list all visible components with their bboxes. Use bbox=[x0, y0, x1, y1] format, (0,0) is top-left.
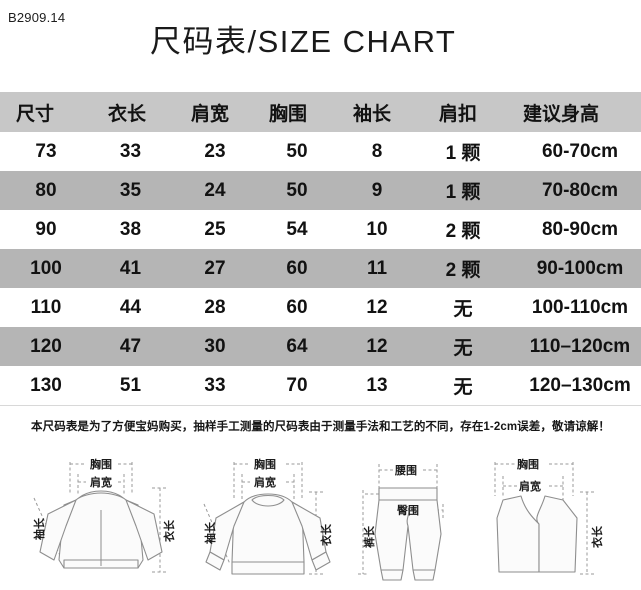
table-row: 120 47 30 64 12 无 110–120cm bbox=[0, 327, 641, 366]
label-length: 衣长 bbox=[319, 523, 333, 546]
column-header-size: 尺寸 bbox=[0, 92, 88, 132]
cell-shoulder: 24 bbox=[173, 171, 257, 210]
diagram-pants: 腰围 臀围 裤长 bbox=[349, 448, 469, 588]
column-header-buttons: 肩扣 bbox=[417, 92, 509, 132]
cell-height: 90-100cm bbox=[509, 249, 641, 288]
cell-buttons: 无 bbox=[417, 327, 509, 366]
page-title: 尺码表/SIZE CHART bbox=[150, 24, 457, 59]
cell-sleeve: 8 bbox=[337, 132, 417, 171]
cell-height: 120–130cm bbox=[509, 366, 641, 405]
cell-length: 33 bbox=[88, 132, 173, 171]
pants-icon: 腰围 臀围 裤长 bbox=[358, 464, 444, 581]
cell-height: 70-80cm bbox=[509, 171, 641, 210]
cell-height: 100-110cm bbox=[509, 288, 641, 327]
table-row: 90 38 25 54 10 2 颗 80-90cm bbox=[0, 210, 641, 249]
cell-sleeve: 13 bbox=[337, 366, 417, 405]
cell-size: 130 bbox=[0, 366, 88, 405]
column-header-height: 建议身高 bbox=[509, 92, 641, 132]
cell-buttons: 1 颗 bbox=[417, 132, 509, 171]
diagram-vest: 胸围 肩宽 衣长 bbox=[477, 448, 627, 588]
table-row: 130 51 33 70 13 无 120–130cm bbox=[0, 366, 641, 405]
cell-sleeve: 11 bbox=[337, 249, 417, 288]
label-shoulder: 肩宽 bbox=[519, 479, 541, 493]
cell-length: 47 bbox=[88, 327, 173, 366]
cell-chest: 64 bbox=[257, 327, 337, 366]
table-row: 100 41 27 60 11 2 颗 90-100cm bbox=[0, 249, 641, 288]
hooded-jacket-icon: 胸围 肩宽 袖长 衣长 bbox=[32, 457, 176, 573]
disclaimer-text: 本尺码表是为了方便宝妈购买，抽样手工测量的尺码表由于测量手法和工艺的不同，存在1… bbox=[31, 421, 610, 433]
label-pants-length: 裤长 bbox=[362, 525, 376, 549]
cell-shoulder: 30 bbox=[173, 327, 257, 366]
column-header-shoulder: 肩宽 bbox=[173, 92, 257, 132]
table-row: 73 33 23 50 8 1 颗 60-70cm bbox=[0, 132, 641, 171]
cell-size: 110 bbox=[0, 288, 88, 327]
cell-size: 90 bbox=[0, 210, 88, 249]
label-waist: 腰围 bbox=[394, 464, 417, 477]
sku-code: B2909.14 bbox=[8, 10, 66, 25]
column-header-sleeve: 袖长 bbox=[337, 92, 417, 132]
label-shoulder: 肩宽 bbox=[254, 475, 276, 489]
diagram-sweatshirt: 胸围 肩宽 袖长 衣长 bbox=[190, 448, 342, 588]
cell-sleeve: 12 bbox=[337, 327, 417, 366]
cell-sleeve: 9 bbox=[337, 171, 417, 210]
label-chest: 胸围 bbox=[90, 457, 112, 471]
table-body: 73 33 23 50 8 1 颗 60-70cm 80 35 24 50 9 … bbox=[0, 132, 641, 405]
page-header: B2909.14 尺码表/SIZE CHART bbox=[0, 0, 641, 92]
label-hip: 臀围 bbox=[397, 503, 419, 517]
label-length: 衣长 bbox=[590, 525, 604, 548]
cell-buttons: 1 颗 bbox=[417, 171, 509, 210]
cell-height: 110–120cm bbox=[509, 327, 641, 366]
label-chest: 胸围 bbox=[517, 457, 539, 471]
cell-buttons: 无 bbox=[417, 288, 509, 327]
cell-size: 80 bbox=[0, 171, 88, 210]
cell-height: 60-70cm bbox=[509, 132, 641, 171]
cell-shoulder: 33 bbox=[173, 366, 257, 405]
cell-sleeve: 12 bbox=[337, 288, 417, 327]
cell-length: 38 bbox=[88, 210, 173, 249]
cell-shoulder: 27 bbox=[173, 249, 257, 288]
sweatshirt-icon: 胸围 肩宽 袖长 衣长 bbox=[203, 457, 333, 575]
cell-buttons: 无 bbox=[417, 366, 509, 405]
column-header-chest: 胸围 bbox=[257, 92, 337, 132]
table-row: 110 44 28 60 12 无 100-110cm bbox=[0, 288, 641, 327]
diagram-hooded-jacket: 胸围 肩宽 袖长 衣长 bbox=[14, 448, 182, 588]
table-header-row: 尺寸 衣长 肩宽 胸围 袖长 肩扣 建议身高 bbox=[0, 92, 641, 132]
cell-length: 51 bbox=[88, 366, 173, 405]
cell-chest: 70 bbox=[257, 366, 337, 405]
table-row: 80 35 24 50 9 1 颗 70-80cm bbox=[0, 171, 641, 210]
cell-chest: 60 bbox=[257, 288, 337, 327]
cell-shoulder: 23 bbox=[173, 132, 257, 171]
cell-buttons: 2 颗 bbox=[417, 210, 509, 249]
label-length: 衣长 bbox=[162, 519, 176, 542]
table-header: 尺寸 衣长 肩宽 胸围 袖长 肩扣 建议身高 bbox=[0, 92, 641, 132]
label-sleeve: 袖长 bbox=[203, 521, 217, 544]
cell-sleeve: 10 bbox=[337, 210, 417, 249]
cell-chest: 50 bbox=[257, 132, 337, 171]
cell-length: 44 bbox=[88, 288, 173, 327]
cell-buttons: 2 颗 bbox=[417, 249, 509, 288]
measurement-disclaimer: 本尺码表是为了方便宝妈购买，抽样手工测量的尺码表由于测量手法和工艺的不同，存在1… bbox=[0, 405, 641, 446]
cell-chest: 54 bbox=[257, 210, 337, 249]
label-chest: 胸围 bbox=[254, 457, 276, 471]
vest-icon: 胸围 肩宽 衣长 bbox=[494, 457, 604, 575]
cell-shoulder: 25 bbox=[173, 210, 257, 249]
cell-size: 120 bbox=[0, 327, 88, 366]
cell-chest: 50 bbox=[257, 171, 337, 210]
cell-size: 73 bbox=[0, 132, 88, 171]
cell-length: 35 bbox=[88, 171, 173, 210]
size-chart-table: 尺寸 衣长 肩宽 胸围 袖长 肩扣 建议身高 73 33 23 50 8 1 颗… bbox=[0, 92, 641, 405]
cell-chest: 60 bbox=[257, 249, 337, 288]
label-sleeve: 袖长 bbox=[32, 517, 46, 540]
garment-diagrams: 胸围 肩宽 袖长 衣长 bbox=[0, 446, 641, 590]
cell-shoulder: 28 bbox=[173, 288, 257, 327]
column-header-length: 衣长 bbox=[88, 92, 173, 132]
label-shoulder: 肩宽 bbox=[90, 475, 112, 489]
cell-height: 80-90cm bbox=[509, 210, 641, 249]
cell-size: 100 bbox=[0, 249, 88, 288]
cell-length: 41 bbox=[88, 249, 173, 288]
